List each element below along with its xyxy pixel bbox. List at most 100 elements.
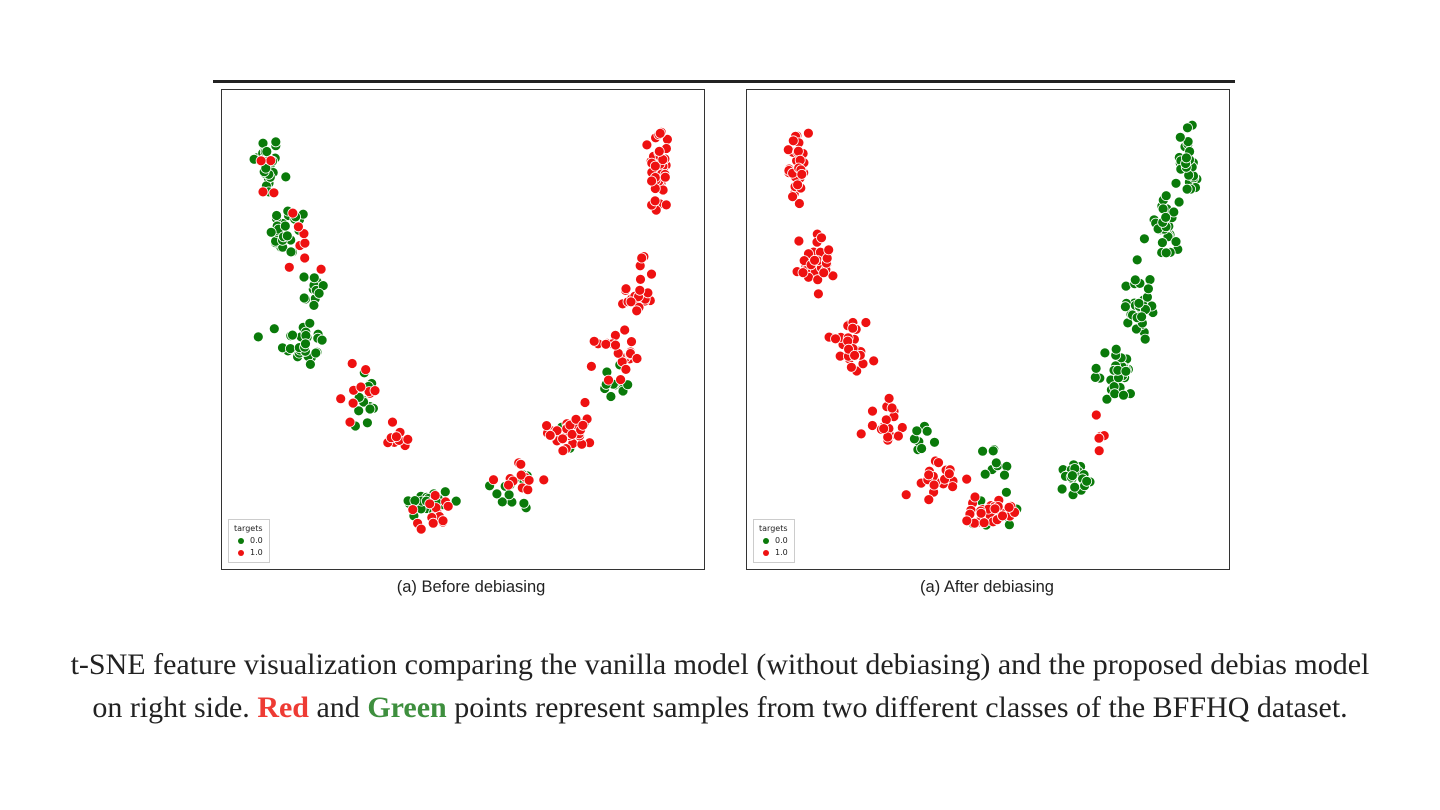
point-class-0.0 bbox=[1133, 297, 1145, 309]
point-class-1.0 bbox=[849, 349, 860, 361]
point-class-0.0 bbox=[1066, 470, 1078, 482]
subcaption-before: (a) Before debiasing bbox=[396, 578, 546, 596]
point-class-0.0 bbox=[1138, 233, 1150, 245]
point-class-1.0 bbox=[636, 252, 648, 264]
point-class-1.0 bbox=[997, 510, 1008, 522]
point-class-1.0 bbox=[566, 428, 578, 440]
point-class-1.0 bbox=[654, 128, 666, 139]
point-class-1.0 bbox=[660, 199, 672, 211]
point-class-1.0 bbox=[969, 491, 981, 503]
point-class-0.0 bbox=[281, 230, 293, 242]
point-class-1.0 bbox=[867, 420, 878, 431]
point-class-0.0 bbox=[503, 489, 515, 501]
point-class-0.0 bbox=[285, 246, 297, 258]
point-class-1.0 bbox=[522, 484, 534, 496]
point-class-1.0 bbox=[429, 490, 441, 501]
point-class-1.0 bbox=[265, 155, 277, 166]
point-class-1.0 bbox=[523, 474, 535, 486]
point-class-1.0 bbox=[515, 458, 527, 470]
point-class-0.0 bbox=[1182, 122, 1193, 134]
point-class-1.0 bbox=[818, 267, 830, 279]
point-class-1.0 bbox=[369, 385, 381, 397]
point-class-1.0 bbox=[933, 457, 944, 469]
point-class-0.0 bbox=[1160, 190, 1172, 202]
point-class-0.0 bbox=[1170, 236, 1182, 248]
figure-caption: t-SNE feature visualization comparing th… bbox=[60, 643, 1380, 729]
point-class-1.0 bbox=[635, 273, 646, 285]
point-class-1.0 bbox=[631, 305, 643, 317]
point-class-0.0 bbox=[979, 468, 991, 480]
point-class-0.0 bbox=[1139, 333, 1151, 345]
point-class-0.0 bbox=[1168, 206, 1180, 218]
legend-title: targets bbox=[234, 524, 263, 533]
point-class-0.0 bbox=[1144, 274, 1156, 286]
point-class-0.0 bbox=[450, 495, 462, 507]
point-class-0.0 bbox=[916, 443, 928, 454]
point-class-1.0 bbox=[315, 263, 327, 275]
point-class-1.0 bbox=[646, 175, 658, 187]
point-class-0.0 bbox=[1120, 365, 1132, 377]
point-class-0.0 bbox=[439, 486, 451, 498]
legend-label: 0.0 bbox=[250, 536, 263, 545]
point-class-0.0 bbox=[496, 496, 508, 508]
point-class-0.0 bbox=[491, 488, 503, 500]
point-class-0.0 bbox=[252, 331, 264, 343]
point-class-0.0 bbox=[270, 136, 282, 148]
legend-after: targets 0.0 1.0 bbox=[753, 519, 795, 563]
point-class-1.0 bbox=[867, 405, 878, 417]
point-class-1.0 bbox=[792, 179, 803, 191]
point-class-1.0 bbox=[855, 428, 867, 440]
point-class-0.0 bbox=[1056, 483, 1068, 495]
legend-entry-1: 1.0 bbox=[759, 547, 788, 559]
point-class-0.0 bbox=[1131, 254, 1143, 266]
point-class-1.0 bbox=[1093, 445, 1105, 457]
point-class-1.0 bbox=[588, 335, 600, 347]
point-class-0.0 bbox=[605, 391, 617, 402]
point-class-0.0 bbox=[313, 287, 325, 299]
point-class-0.0 bbox=[271, 210, 282, 221]
point-class-0.0 bbox=[310, 347, 322, 359]
caption-text: and bbox=[316, 691, 360, 724]
point-class-0.0 bbox=[261, 146, 273, 157]
subcaption-after: (a) After debiasing bbox=[920, 578, 1054, 596]
point-class-0.0 bbox=[1089, 371, 1101, 383]
point-class-1.0 bbox=[883, 392, 895, 404]
point-class-0.0 bbox=[1109, 388, 1121, 400]
legend-before: targets 0.0 1.0 bbox=[228, 519, 270, 563]
caption-red-word: Red bbox=[257, 691, 309, 724]
point-class-1.0 bbox=[515, 469, 527, 481]
point-class-1.0 bbox=[268, 187, 280, 199]
point-class-1.0 bbox=[809, 254, 820, 266]
point-class-1.0 bbox=[868, 355, 880, 367]
point-class-0.0 bbox=[929, 436, 940, 448]
point-class-0.0 bbox=[305, 358, 316, 370]
point-class-1.0 bbox=[989, 503, 1001, 515]
point-class-0.0 bbox=[1118, 389, 1129, 401]
point-class-1.0 bbox=[442, 500, 454, 512]
legend-dot-red bbox=[763, 550, 769, 556]
point-class-1.0 bbox=[610, 339, 621, 351]
point-class-1.0 bbox=[620, 283, 632, 295]
point-class-0.0 bbox=[977, 445, 989, 457]
point-class-1.0 bbox=[943, 468, 955, 480]
point-class-0.0 bbox=[518, 497, 530, 509]
point-class-1.0 bbox=[886, 402, 898, 414]
point-class-0.0 bbox=[1156, 237, 1168, 249]
scatter-plot-after bbox=[782, 119, 1203, 531]
top-rule bbox=[213, 80, 1235, 83]
legend-title: targets bbox=[759, 524, 788, 533]
point-class-1.0 bbox=[437, 515, 449, 527]
point-class-1.0 bbox=[794, 198, 805, 209]
point-class-0.0 bbox=[300, 338, 311, 350]
point-class-1.0 bbox=[923, 469, 935, 481]
point-class-0.0 bbox=[911, 425, 923, 437]
point-class-1.0 bbox=[619, 324, 631, 336]
caption-text: points represent samples from two differ… bbox=[454, 691, 1348, 724]
point-class-1.0 bbox=[646, 268, 657, 280]
point-class-1.0 bbox=[390, 431, 402, 443]
point-class-1.0 bbox=[557, 433, 569, 445]
point-class-1.0 bbox=[620, 363, 632, 375]
point-class-1.0 bbox=[299, 252, 311, 264]
point-class-0.0 bbox=[1119, 301, 1131, 313]
point-class-0.0 bbox=[268, 323, 280, 335]
